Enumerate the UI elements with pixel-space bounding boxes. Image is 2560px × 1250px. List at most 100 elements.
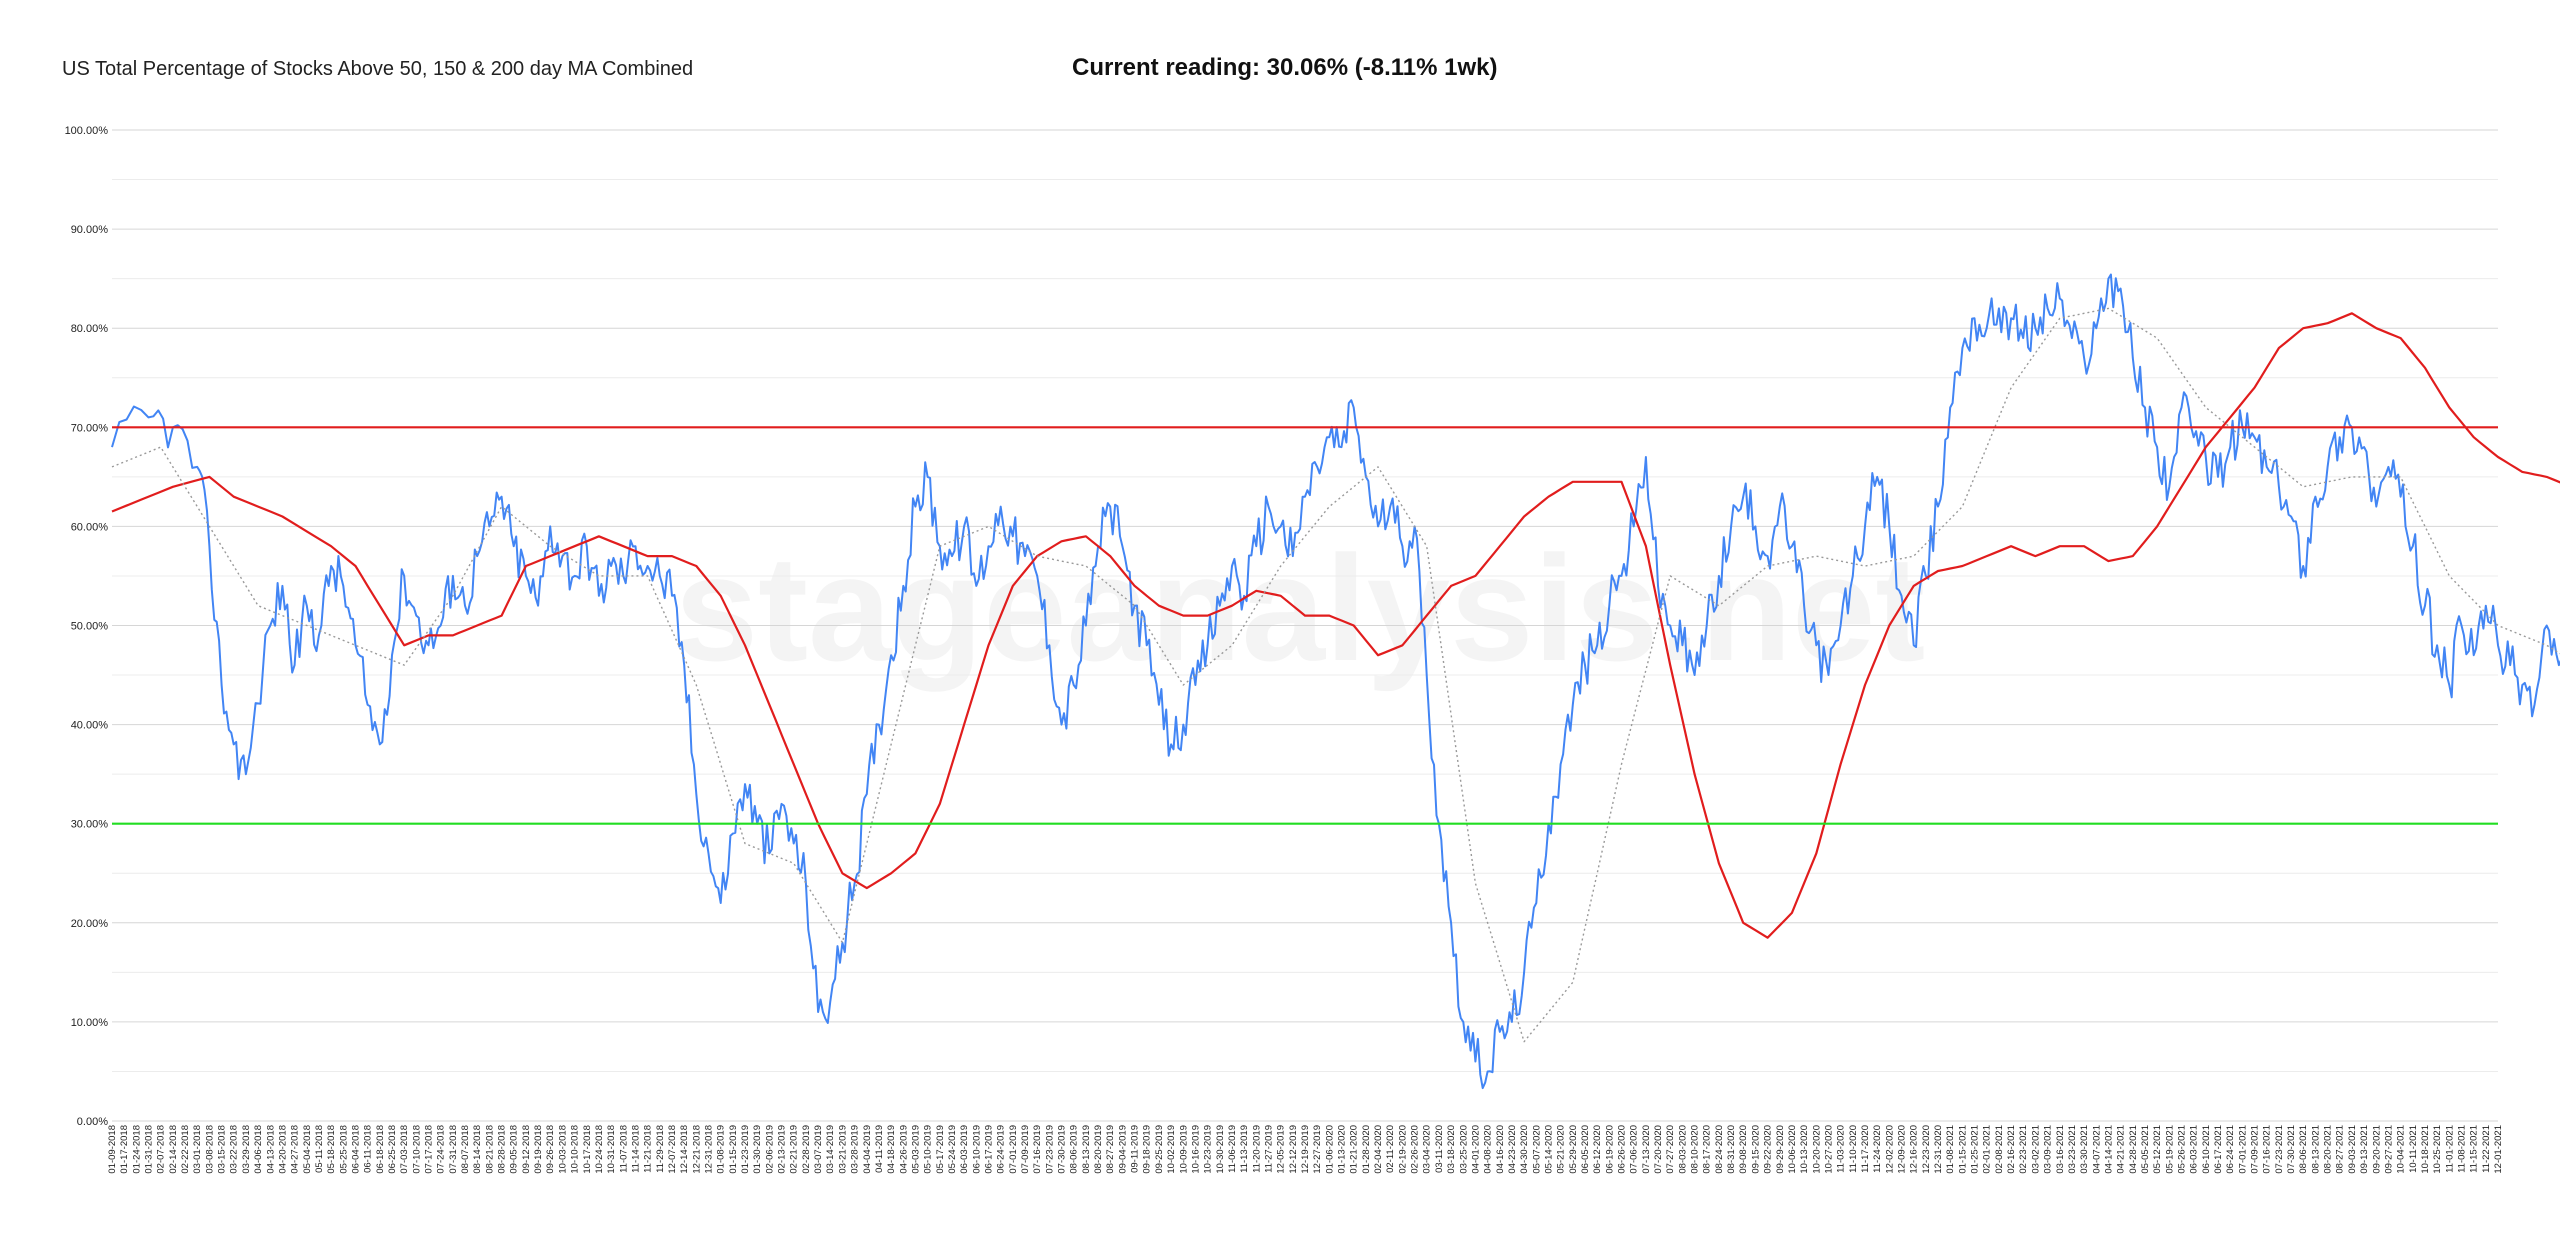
- x-tick-label: 02-08-2021: [1994, 1125, 2005, 1174]
- x-tick-label: 04-11-2019: [874, 1125, 885, 1173]
- x-tick-label: 05-04-2018: [302, 1125, 313, 1174]
- x-tick-label: 07-09-2021: [2250, 1125, 2261, 1174]
- x-tick-label: 01-06-2020: [1324, 1125, 1335, 1174]
- x-tick-label: 09-12-2018: [521, 1125, 532, 1174]
- x-tick-label: 06-03-2019: [959, 1125, 970, 1174]
- x-tick-label: 04-07-2021: [2091, 1125, 2102, 1174]
- x-tick-label: 12-09-2020: [1897, 1125, 1908, 1174]
- x-tick-label: 05-24-2019: [947, 1125, 958, 1174]
- y-tick-label: 0.00%: [77, 1116, 108, 1128]
- x-tick-label: 04-30-2020: [1519, 1125, 1530, 1174]
- x-tick-label: 11-03-2020: [1836, 1125, 1847, 1173]
- x-tick-label: 06-18-2018: [375, 1125, 386, 1174]
- x-tick-label: 06-12-2020: [1592, 1125, 1603, 1174]
- x-tick-label: 03-28-2019: [850, 1125, 861, 1174]
- x-tick-label: 11-21-2018: [643, 1125, 654, 1173]
- x-tick-label: 05-05-2021: [2140, 1125, 2151, 1174]
- x-tick-label: 07-13-2020: [1641, 1125, 1652, 1174]
- x-tick-label: 02-23-2021: [2018, 1125, 2029, 1174]
- x-tick-label: 03-15-2018: [217, 1125, 228, 1174]
- x-tick-label: 05-29-2020: [1568, 1125, 1579, 1174]
- x-tick-label: 01-25-2021: [1970, 1125, 1981, 1174]
- x-tick-label: 08-20-2021: [2323, 1125, 2334, 1174]
- x-tick-label: 10-11-2021: [2408, 1125, 2419, 1173]
- x-tick-label: 10-31-2018: [606, 1125, 617, 1174]
- x-tick-label: 10-03-2018: [557, 1125, 568, 1174]
- x-tick-label: 05-07-2020: [1531, 1125, 1542, 1174]
- x-tick-label: 11-22-2021: [2481, 1125, 2492, 1173]
- x-tick-label: 11-29-2018: [655, 1125, 666, 1173]
- y-tick-label: 10.00%: [71, 1017, 109, 1029]
- x-tick-label: 12-31-2020: [1933, 1125, 1944, 1174]
- x-tick-label: 03-21-2019: [837, 1125, 848, 1174]
- x-tick-label: 07-01-2021: [2237, 1125, 2248, 1174]
- x-tick-label: 04-21-2021: [2116, 1125, 2127, 1174]
- x-tick-label: 02-14-2018: [168, 1125, 179, 1174]
- x-tick-label: 09-20-2021: [2371, 1125, 2382, 1174]
- y-axis-labels: 0.00% 10.00% 20.00% 30.00% 40.00% 50.00% 60.00…: [65, 125, 109, 1128]
- x-tick-label: 12-21-2018: [691, 1125, 702, 1174]
- x-tick-label: 07-27-2020: [1665, 1125, 1676, 1174]
- x-tick-label: 08-21-2018: [484, 1125, 495, 1174]
- y-tick-label: 80.00%: [71, 323, 109, 335]
- y-tick-label: 90.00%: [71, 224, 109, 236]
- y-tick-label: 20.00%: [71, 918, 109, 930]
- x-tick-label: 11-24-2020: [1872, 1125, 1883, 1173]
- x-tick-label: 05-19-2021: [2164, 1125, 2175, 1174]
- x-tick-label: 07-30-2021: [2286, 1125, 2297, 1174]
- x-tick-label: 03-01-2018: [192, 1125, 203, 1174]
- x-tick-label: 06-04-2018: [350, 1125, 361, 1174]
- x-tick-label: 02-07-2018: [156, 1125, 167, 1174]
- x-tick-label: 08-07-2018: [460, 1125, 471, 1174]
- x-tick-label: 02-19-2020: [1397, 1125, 1408, 1174]
- x-tick-label: 10-27-2020: [1823, 1125, 1834, 1174]
- x-tick-label: 10-04-2021: [2396, 1125, 2407, 1174]
- x-tick-label: 08-27-2019: [1105, 1125, 1116, 1174]
- x-tick-label: 10-25-2021: [2432, 1125, 2443, 1174]
- x-tick-label: 10-24-2018: [594, 1125, 605, 1174]
- x-tick-label: 08-27-2021: [2335, 1125, 2346, 1174]
- x-tick-label: 01-23-2019: [740, 1125, 751, 1174]
- x-tick-label: 09-25-2019: [1154, 1125, 1165, 1174]
- x-tick-label: 12-02-2020: [1884, 1125, 1895, 1174]
- x-tick-label: 03-23-2021: [2067, 1125, 2078, 1174]
- x-tick-label: 12-19-2019: [1300, 1125, 1311, 1174]
- x-tick-label: 07-23-2019: [1044, 1125, 1055, 1174]
- x-tick-label: 01-21-2020: [1349, 1125, 1360, 1174]
- x-tick-label: 06-24-2019: [996, 1125, 1007, 1174]
- x-tick-label: 06-17-2021: [2213, 1125, 2224, 1174]
- x-tick-label: 03-08-2018: [204, 1125, 215, 1174]
- y-tick-label: 100.00%: [65, 125, 109, 137]
- x-tick-label: 09-04-2019: [1117, 1125, 1128, 1174]
- x-tick-label: 08-06-2021: [2298, 1125, 2309, 1174]
- x-tick-label: 09-15-2020: [1750, 1125, 1761, 1174]
- y-tick-label: 70.00%: [71, 422, 109, 434]
- x-tick-label: 12-12-2019: [1288, 1125, 1299, 1174]
- x-tick-label: 05-25-2018: [338, 1125, 349, 1174]
- chart-title: US Total Percentage of Stocks Above 50, …: [62, 58, 694, 80]
- x-tick-label: 07-31-2018: [448, 1125, 459, 1174]
- y-tick-label: 60.00%: [71, 521, 109, 533]
- x-tick-label: 10-18-2021: [2420, 1125, 2431, 1174]
- x-axis-labels: 01-09-2018 01-17-2018 01-24-2018 01-31-2018…: [107, 1125, 2504, 1174]
- x-tick-label: 04-27-2018: [290, 1125, 301, 1174]
- x-tick-label: 12-07-2018: [667, 1125, 678, 1174]
- x-tick-label: 09-18-2019: [1142, 1125, 1153, 1174]
- x-tick-label: 04-20-2018: [277, 1125, 288, 1174]
- x-tick-label: 12-01-2021: [2493, 1125, 2504, 1174]
- x-tick-label: 07-10-2018: [411, 1125, 422, 1174]
- x-tick-label: 01-09-2018: [107, 1125, 118, 1174]
- x-tick-label: 02-04-2020: [1373, 1125, 1384, 1174]
- x-tick-label: 09-13-2021: [2359, 1125, 2370, 1174]
- x-tick-label: 03-09-2021: [2043, 1125, 2054, 1174]
- x-tick-label: 04-01-2020: [1470, 1125, 1481, 1174]
- x-tick-label: 03-18-2020: [1446, 1125, 1457, 1174]
- x-tick-label: 02-21-2019: [789, 1125, 800, 1174]
- x-tick-label: 03-29-2018: [241, 1125, 252, 1174]
- x-tick-label: 03-25-2020: [1458, 1125, 1469, 1174]
- x-tick-label: 06-26-2020: [1617, 1125, 1628, 1174]
- x-tick-label: 10-09-2019: [1178, 1125, 1189, 1174]
- x-tick-label: 07-01-2019: [1008, 1125, 1019, 1174]
- x-tick-label: 12-31-2018: [704, 1125, 715, 1174]
